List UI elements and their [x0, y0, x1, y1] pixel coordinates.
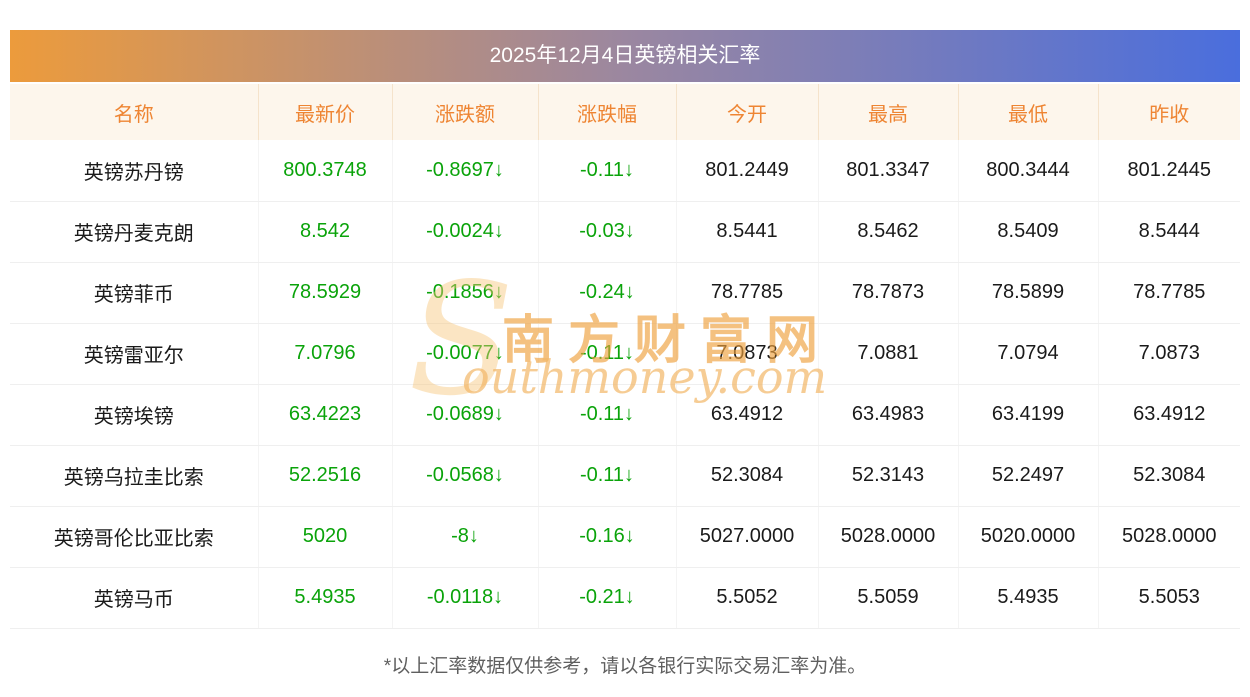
cell-prev_close: 801.2445	[1097, 140, 1240, 202]
column-header-prev_close: 昨收	[1097, 84, 1240, 140]
cell-prev_close: 5.5053	[1097, 567, 1240, 629]
cell-change_pct: -0.11↓	[537, 445, 676, 507]
cell-prev_close: 78.7785	[1097, 262, 1240, 324]
cell-change: -0.0024↓	[391, 201, 538, 263]
cell-high: 63.4983	[817, 384, 958, 446]
page: 2025年12月4日英镑相关汇率 名称 最新价 涨跌额 涨跌幅 今开 最高 最低 昨收 英镑苏…	[10, 30, 1240, 677]
cell-change_pct: -0.11↓	[537, 384, 676, 446]
cell-low: 7.0794	[957, 323, 1098, 385]
rates-table-wrap: 名称 最新价 涨跌额 涨跌幅 今开 最高 最低 昨收 英镑苏丹镑 800.3748 -0.8697…	[10, 84, 1240, 629]
column-header-name: 名称	[10, 84, 258, 140]
cell-change: -0.0077↓	[391, 323, 538, 385]
cell-name: 英镑菲币	[10, 262, 258, 324]
cell-name: 英镑哥伦比亚比索	[10, 506, 258, 568]
cell-prev_close: 5028.0000	[1097, 506, 1240, 568]
cell-high: 5.5059	[817, 567, 958, 629]
column-header-latest: 最新价	[257, 84, 392, 140]
cell-high: 801.3347	[817, 140, 958, 202]
column-header-high: 最高	[817, 84, 958, 140]
title-bar: 2025年12月4日英镑相关汇率	[10, 30, 1240, 82]
table-body: 英镑苏丹镑 800.3748 -0.8697↓ -0.11↓ 801.2449 801.3…	[10, 140, 1240, 629]
cell-high: 7.0881	[817, 323, 958, 385]
cell-prev_close: 7.0873	[1097, 323, 1240, 385]
table-row: 英镑苏丹镑 800.3748 -0.8697↓ -0.11↓ 801.2449 801.3…	[10, 140, 1240, 202]
cell-change: -0.0118↓	[391, 567, 538, 629]
cell-latest: 5.4935	[257, 567, 392, 629]
cell-change: -0.0568↓	[391, 445, 538, 507]
table-header-row: 名称 最新价 涨跌额 涨跌幅 今开 最高 最低 昨收	[10, 84, 1240, 140]
cell-high: 8.5462	[817, 201, 958, 263]
cell-change: -0.8697↓	[391, 140, 538, 202]
cell-name: 英镑丹麦克朗	[10, 201, 258, 263]
cell-open: 52.3084	[675, 445, 818, 507]
cell-change: -0.0689↓	[391, 384, 538, 446]
cell-change_pct: -0.24↓	[537, 262, 676, 324]
cell-low: 78.5899	[957, 262, 1098, 324]
cell-name: 英镑马币	[10, 567, 258, 629]
column-header-low: 最低	[957, 84, 1098, 140]
cell-change_pct: -0.21↓	[537, 567, 676, 629]
cell-low: 8.5409	[957, 201, 1098, 263]
cell-change_pct: -0.11↓	[537, 140, 676, 202]
table-row: 英镑乌拉圭比索 52.2516 -0.0568↓ -0.11↓ 52.3084 52.31…	[10, 445, 1240, 507]
cell-name: 英镑苏丹镑	[10, 140, 258, 202]
cell-name: 英镑乌拉圭比索	[10, 445, 258, 507]
cell-change_pct: -0.03↓	[537, 201, 676, 263]
cell-latest: 52.2516	[257, 445, 392, 507]
cell-prev_close: 63.4912	[1097, 384, 1240, 446]
column-header-change_pct: 涨跌幅	[537, 84, 676, 140]
cell-name: 英镑埃镑	[10, 384, 258, 446]
cell-open: 78.7785	[675, 262, 818, 324]
table-row: 英镑菲币 78.5929 -0.1856↓ -0.24↓ 78.7785 78.7873 7…	[10, 262, 1240, 324]
footnote: *以上汇率数据仅供参考，请以各银行实际交易汇率为准。	[383, 655, 867, 677]
page-title: 2025年12月4日英镑相关汇率	[489, 44, 761, 67]
cell-latest: 78.5929	[257, 262, 392, 324]
cell-low: 800.3444	[957, 140, 1098, 202]
table-head: 名称 最新价 涨跌额 涨跌幅 今开 最高 最低 昨收	[10, 84, 1240, 140]
cell-high: 5028.0000	[817, 506, 958, 568]
cell-low: 5020.0000	[957, 506, 1098, 568]
table-row: 英镑哥伦比亚比索 5020 -8↓ -0.16↓ 5027.0000 5028.0000 5…	[10, 506, 1240, 568]
column-header-change: 涨跌额	[391, 84, 538, 140]
cell-change_pct: -0.11↓	[537, 323, 676, 385]
cell-latest: 7.0796	[257, 323, 392, 385]
table-row: 英镑埃镑 63.4223 -0.0689↓ -0.11↓ 63.4912 63.4983 6…	[10, 384, 1240, 446]
cell-open: 5027.0000	[675, 506, 818, 568]
cell-open: 801.2449	[675, 140, 818, 202]
table-row: 英镑雷亚尔 7.0796 -0.0077↓ -0.11↓ 7.0873 7.0881 7.0…	[10, 323, 1240, 385]
cell-prev_close: 8.5444	[1097, 201, 1240, 263]
cell-name: 英镑雷亚尔	[10, 323, 258, 385]
column-header-open: 今开	[675, 84, 818, 140]
table-row: 英镑马币 5.4935 -0.0118↓ -0.21↓ 5.5052 5.5059 5.49…	[10, 567, 1240, 629]
cell-open: 63.4912	[675, 384, 818, 446]
cell-open: 5.5052	[675, 567, 818, 629]
rates-table: 名称 最新价 涨跌额 涨跌幅 今开 最高 最低 昨收 英镑苏丹镑 800.3748 -0.8697…	[10, 84, 1240, 629]
cell-low: 63.4199	[957, 384, 1098, 446]
table-row: 英镑丹麦克朗 8.542 -0.0024↓ -0.03↓ 8.5441 8.5462 8.5…	[10, 201, 1240, 263]
cell-latest: 5020	[257, 506, 392, 568]
cell-low: 52.2497	[957, 445, 1098, 507]
cell-prev_close: 52.3084	[1097, 445, 1240, 507]
cell-change_pct: -0.16↓	[537, 506, 676, 568]
cell-low: 5.4935	[957, 567, 1098, 629]
cell-latest: 63.4223	[257, 384, 392, 446]
cell-high: 52.3143	[817, 445, 958, 507]
cell-change: -8↓	[391, 506, 538, 568]
cell-high: 78.7873	[817, 262, 958, 324]
cell-change: -0.1856↓	[391, 262, 538, 324]
cell-open: 8.5441	[675, 201, 818, 263]
cell-open: 7.0873	[675, 323, 818, 385]
cell-latest: 800.3748	[257, 140, 392, 202]
cell-latest: 8.542	[257, 201, 392, 263]
